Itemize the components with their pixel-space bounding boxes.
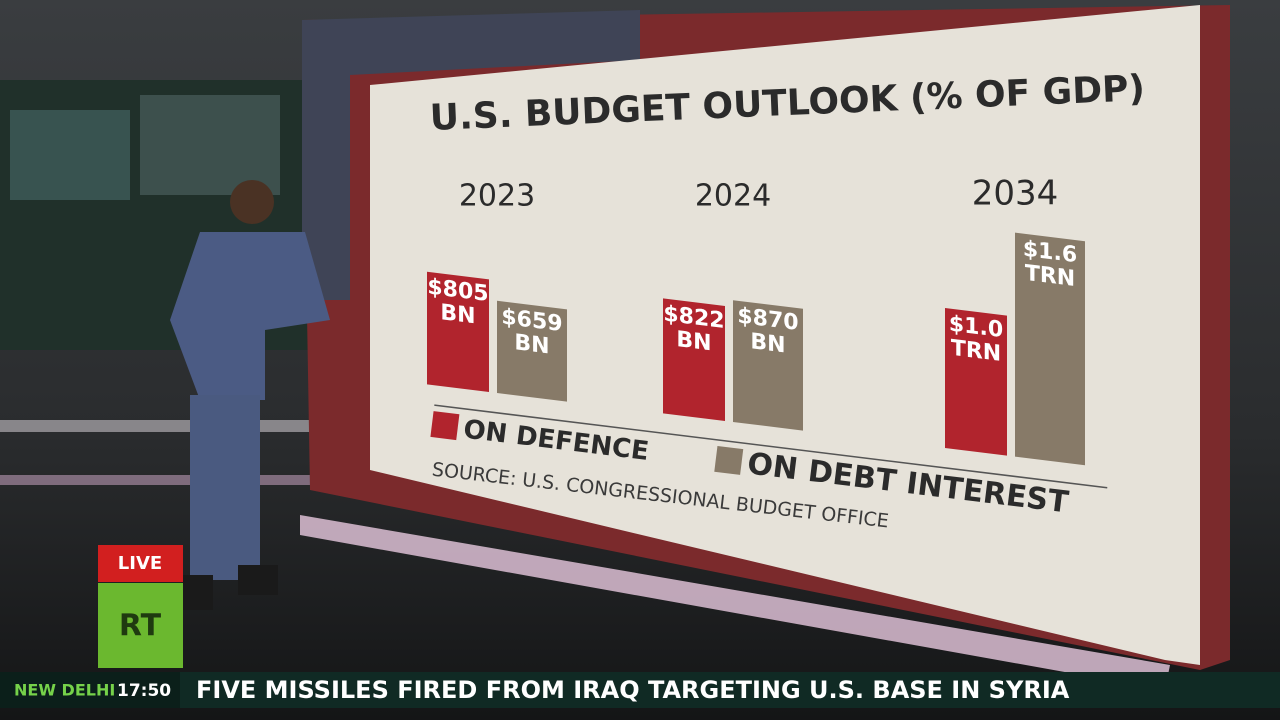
ticker-city: NEW DELHI — [14, 681, 115, 700]
bar — [497, 300, 567, 402]
monitor — [10, 110, 130, 200]
ticker-time: 17:50 — [117, 681, 171, 701]
floor-light — [0, 420, 310, 432]
ticker-bar — [0, 672, 1280, 708]
x-category-label: 2034 — [972, 174, 1059, 214]
presenter-head — [230, 180, 274, 224]
legend-swatch — [430, 411, 460, 441]
floor-reflection — [300, 515, 1170, 690]
ticker-headline: FIVE MISSILES FIRED FROM IRAQ TARGETING … — [196, 676, 1070, 704]
value-label-box: $805 BN — [427, 274, 489, 330]
value-label-box: $1.0 TRN — [948, 311, 1004, 367]
floor-light — [0, 475, 310, 485]
value-label: $870 BN — [737, 303, 799, 359]
value-label-box: $822 BN — [663, 301, 725, 357]
presenter-shoe — [238, 565, 278, 595]
x-category-label: 2024 — [695, 179, 771, 214]
presenter-legs — [190, 395, 260, 580]
bar — [427, 271, 489, 393]
bar — [663, 298, 725, 422]
monitor — [140, 95, 280, 195]
presenter-jacket — [170, 232, 330, 400]
value-label: $659 BN — [501, 304, 563, 360]
live-badge — [98, 545, 183, 582]
value-label: $1.6 TRN — [1022, 236, 1078, 293]
bar — [733, 300, 803, 431]
value-label-box: $659 BN — [501, 304, 563, 360]
value-label-box: $870 BN — [737, 303, 799, 359]
divider — [434, 404, 1108, 489]
logo: RT — [119, 609, 162, 644]
x-category-label: 2023 — [459, 179, 535, 214]
bar — [945, 308, 1007, 456]
live-label: LIVE — [118, 553, 162, 574]
value-label: $1.0 TRN — [948, 311, 1004, 367]
presenter-shoe — [183, 575, 213, 610]
value-label-box: $1.6 TRN — [1022, 236, 1078, 293]
bar — [1015, 232, 1085, 466]
ticker-clock-box — [0, 672, 180, 708]
value-label: $805 BN — [427, 274, 489, 330]
legend-swatch — [714, 445, 744, 475]
flag-stars — [302, 10, 640, 300]
presenter — [170, 180, 330, 610]
logo-badge — [98, 583, 183, 668]
value-label: $822 BN — [663, 301, 725, 357]
